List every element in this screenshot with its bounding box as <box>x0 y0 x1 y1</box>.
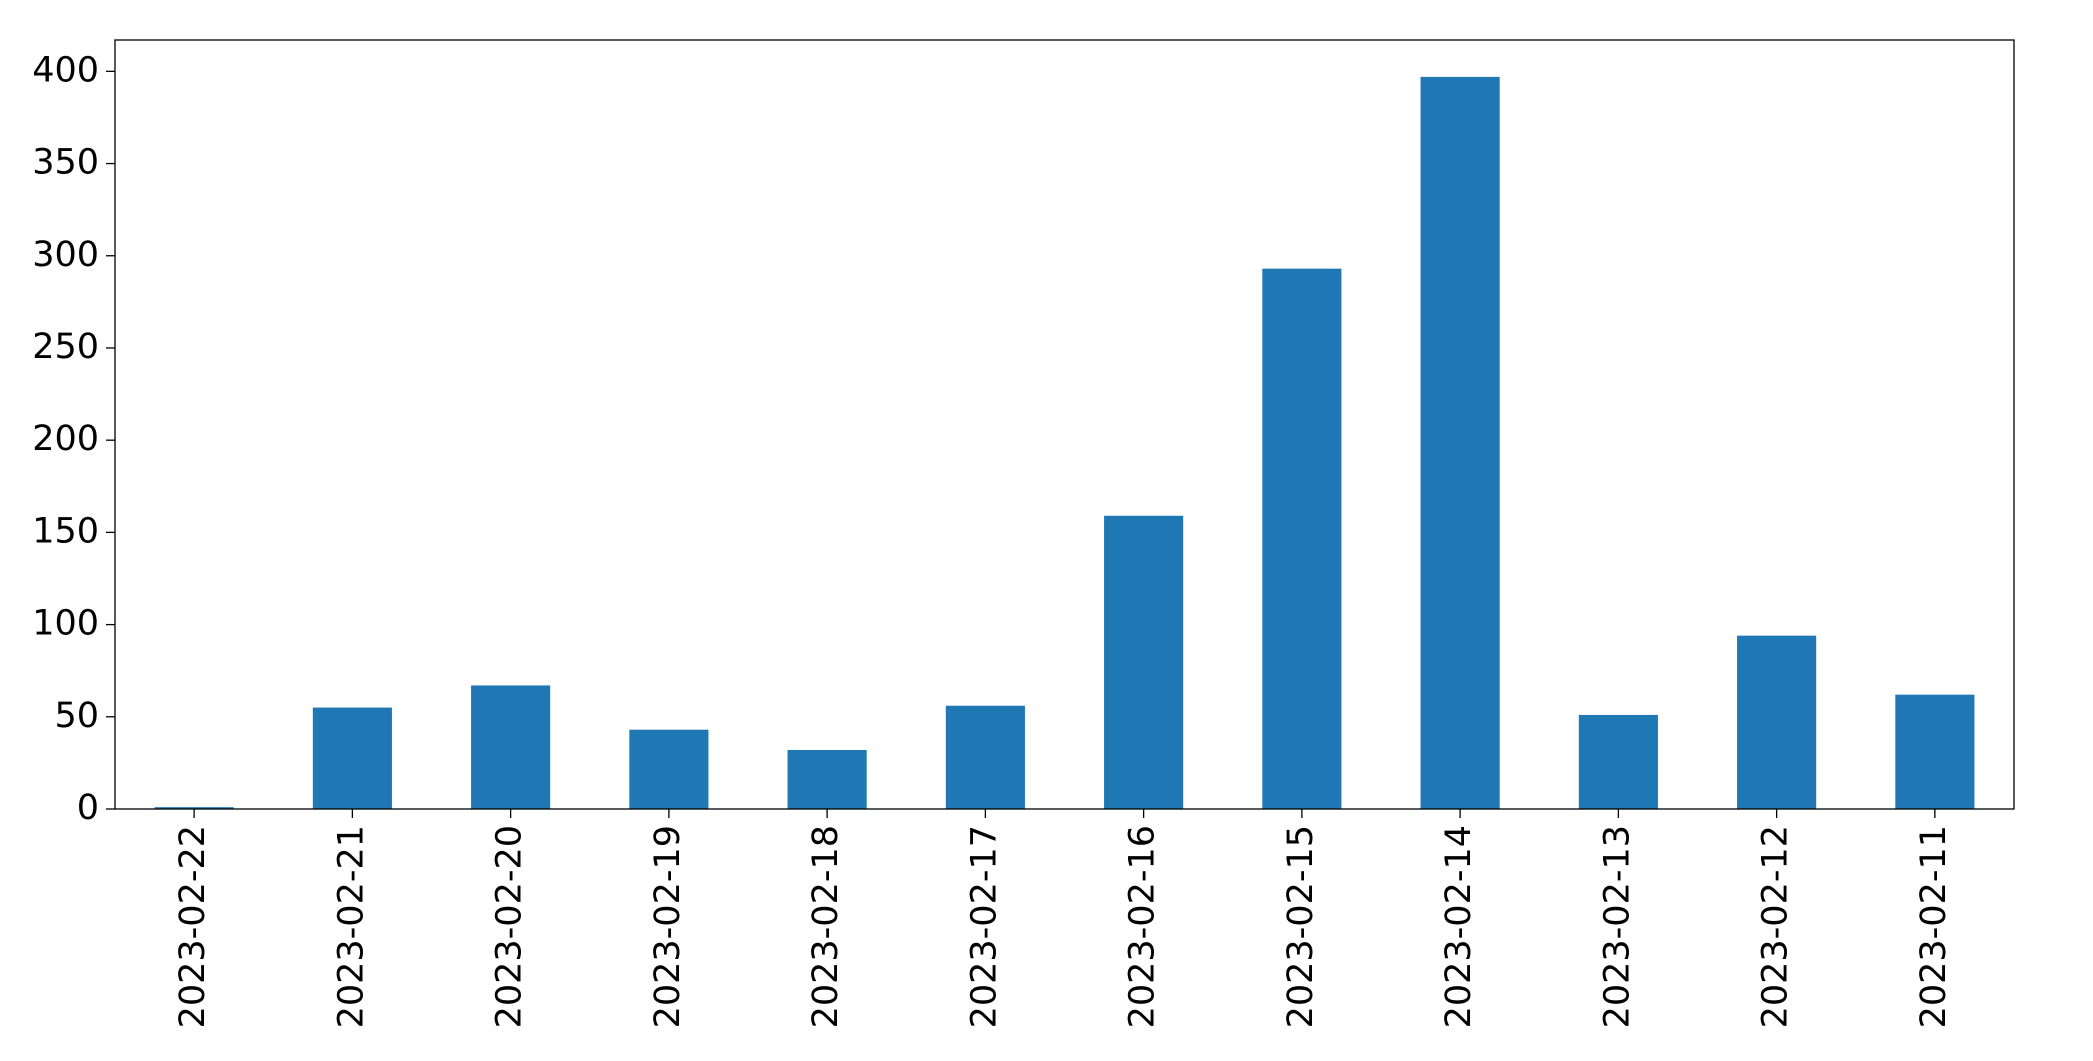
bar <box>787 749 867 809</box>
x-tick-label: 2023-02-21 <box>331 825 371 1028</box>
bar <box>312 707 392 809</box>
bar <box>154 807 234 809</box>
x-tick-label: 2023-02-19 <box>648 825 688 1028</box>
bar <box>1737 635 1817 809</box>
x-tick-label: 2023-02-17 <box>964 825 1004 1028</box>
bar <box>471 685 551 809</box>
bar <box>629 729 709 809</box>
y-tick-label: 50 <box>54 696 99 736</box>
bar <box>1104 515 1184 809</box>
x-tick-label: 2023-02-15 <box>1281 825 1321 1028</box>
x-tick-label: 2023-02-12 <box>1756 825 1796 1028</box>
y-tick-label: 200 <box>32 419 99 459</box>
x-tick-label: 2023-02-20 <box>490 825 530 1028</box>
x-tick-label: 2023-02-14 <box>1439 825 1479 1028</box>
bar <box>945 705 1025 809</box>
y-tick-label: 250 <box>32 327 99 367</box>
bar <box>1420 76 1500 809</box>
x-tick-label: 2023-02-16 <box>1123 825 1163 1028</box>
y-tick-label: 300 <box>32 235 99 275</box>
y-tick-label: 350 <box>32 143 99 183</box>
y-tick-label: 0 <box>77 788 99 828</box>
y-tick-label: 150 <box>32 511 99 551</box>
x-tick-label: 2023-02-22 <box>173 825 213 1028</box>
bar <box>1262 268 1342 809</box>
x-tick-label: 2023-02-13 <box>1597 825 1637 1028</box>
y-tick-label: 100 <box>32 604 99 644</box>
bar <box>1895 694 1975 809</box>
bar <box>1578 714 1658 809</box>
x-tick-label: 2023-02-11 <box>1914 825 1954 1028</box>
plot-frame <box>114 39 2015 810</box>
x-tick-label: 2023-02-18 <box>806 825 846 1028</box>
y-tick-label: 400 <box>32 50 99 90</box>
